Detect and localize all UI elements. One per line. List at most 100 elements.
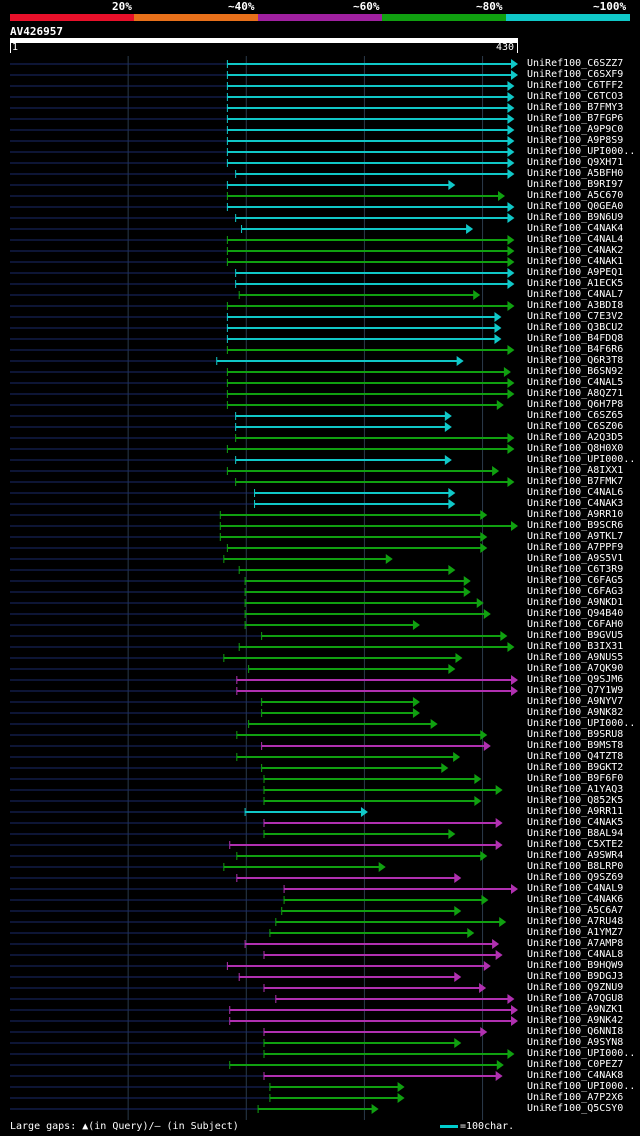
hit-label[interactable]: UniRef100_Q0GEA0 xyxy=(527,201,624,212)
hit-label[interactable]: UniRef100_A7QGU8 xyxy=(527,993,624,1004)
hit-label[interactable]: UniRef100_Q4TZT8 xyxy=(527,751,624,762)
hit-label[interactable]: UniRef100_C6T3R9 xyxy=(527,564,624,575)
hit-label[interactable]: UniRef100_A9S5V1 xyxy=(527,553,624,564)
hit-row xyxy=(10,642,515,652)
hit-label[interactable]: UniRef100_C4NAK2 xyxy=(527,245,624,256)
hit-label[interactable]: UniRef100_B8AL94 xyxy=(527,828,624,839)
hit-label[interactable]: UniRef100_Q7Y1W9 xyxy=(527,685,624,696)
hit-label[interactable]: UniRef100_UPI000.. xyxy=(527,146,636,157)
hit-label[interactable]: UniRef100_A9NK42 xyxy=(527,1015,624,1026)
hit-label[interactable]: UniRef100_A9P8S9 xyxy=(527,135,624,146)
hit-label[interactable]: UniRef100_C4NAL6 xyxy=(527,487,624,498)
hit-label[interactable]: UniRef100_A8QZ71 xyxy=(527,388,624,399)
hit-label[interactable]: UniRef100_A5C670 xyxy=(527,190,624,201)
hit-label[interactable]: UniRef100_C6SZ65 xyxy=(527,410,624,421)
hit-label[interactable]: UniRef100_Q9SZ69 xyxy=(527,872,624,883)
hit-label[interactable]: UniRef100_C6SZZ7 xyxy=(527,58,624,69)
hit-label[interactable]: UniRef100_A9NZK1 xyxy=(527,1004,624,1015)
hit-label[interactable]: UniRef100_UPI000.. xyxy=(527,454,636,465)
hit-label[interactable]: UniRef100_A7P2X6 xyxy=(527,1092,624,1103)
hit-label[interactable]: UniRef100_B9SCR6 xyxy=(527,520,624,531)
hit-label[interactable]: UniRef100_A9TKL7 xyxy=(527,531,624,542)
hit-label[interactable]: UniRef100_C6FAG5 xyxy=(527,575,624,586)
hit-label[interactable]: UniRef100_A9NYV7 xyxy=(527,696,624,707)
hit-label[interactable]: UniRef100_A8IXX1 xyxy=(527,465,624,476)
hit-end-arrow xyxy=(385,554,393,564)
hit-label[interactable]: UniRef100_B9HQW9 xyxy=(527,960,624,971)
hit-label[interactable]: UniRef100_C6TFF2 xyxy=(527,80,624,91)
hit-label[interactable]: UniRef100_UPI000.. xyxy=(527,718,636,729)
hit-label[interactable]: UniRef100_A2Q3D5 xyxy=(527,432,624,443)
hit-label[interactable]: UniRef100_Q8H0X0 xyxy=(527,443,624,454)
hit-label[interactable]: UniRef100_A7RU48 xyxy=(527,916,624,927)
hit-row xyxy=(10,961,491,971)
hit-label[interactable]: UniRef100_B9SRU8 xyxy=(527,729,624,740)
hit-label[interactable]: UniRef100_C5XTE2 xyxy=(527,839,624,850)
hit-label[interactable]: UniRef100_A3BDI8 xyxy=(527,300,624,311)
hit-label[interactable]: UniRef100_A9RR11 xyxy=(527,806,624,817)
hit-label[interactable]: UniRef100_C0PEZ7 xyxy=(527,1059,624,1070)
hit-label[interactable]: UniRef100_C6SXF9 xyxy=(527,69,624,80)
hit-label[interactable]: UniRef100_B7FMY3 xyxy=(527,102,624,113)
hit-label[interactable]: UniRef100_B3IX31 xyxy=(527,641,624,652)
hit-label[interactable]: UniRef100_A9NK82 xyxy=(527,707,624,718)
hit-label[interactable]: UniRef100_A5BFH0 xyxy=(527,168,624,179)
hit-label[interactable]: UniRef100_Q5CSY0 xyxy=(527,1103,624,1114)
hit-label[interactable]: UniRef100_B9N6U9 xyxy=(527,212,624,223)
hit-label[interactable]: UniRef100_A1ECK5 xyxy=(527,278,624,289)
hit-label[interactable]: UniRef100_C4NAK1 xyxy=(527,256,624,267)
hit-label[interactable]: UniRef100_Q6NNI8 xyxy=(527,1026,624,1037)
hit-label[interactable]: UniRef100_B9RI97 xyxy=(527,179,624,190)
hit-label[interactable]: UniRef100_Q9XH71 xyxy=(527,157,624,168)
hit-label[interactable]: UniRef100_Q3BCU2 xyxy=(527,322,624,333)
hit-label[interactable]: UniRef100_B7FMK7 xyxy=(527,476,624,487)
hit-label[interactable]: UniRef100_Q94B40 xyxy=(527,608,624,619)
hit-label[interactable]: UniRef100_C7E3V2 xyxy=(527,311,624,322)
hit-label[interactable]: UniRef100_A5C6A7 xyxy=(527,905,624,916)
hit-label[interactable]: UniRef100_A1YMZ7 xyxy=(527,927,624,938)
hit-label[interactable]: UniRef100_A9SYN8 xyxy=(527,1037,624,1048)
hit-label[interactable]: UniRef100_Q9ZNU9 xyxy=(527,982,624,993)
hit-label[interactable]: UniRef100_C6SZ06 xyxy=(527,421,624,432)
hit-label[interactable]: UniRef100_B9DGJ3 xyxy=(527,971,624,982)
hit-label[interactable]: UniRef100_Q852K5 xyxy=(527,795,624,806)
hit-label[interactable]: UniRef100_C4NAK6 xyxy=(527,894,624,905)
hit-label[interactable]: UniRef100_B4FDQ8 xyxy=(527,333,624,344)
hit-label[interactable]: UniRef100_A9P9C0 xyxy=(527,124,624,135)
hit-label[interactable]: UniRef100_A9SWR4 xyxy=(527,850,624,861)
hit-label[interactable]: UniRef100_A9NUS5 xyxy=(527,652,624,663)
hit-label[interactable]: UniRef100_Q6R3T8 xyxy=(527,355,624,366)
hit-label[interactable]: UniRef100_B4F6R6 xyxy=(527,344,624,355)
hit-label[interactable]: UniRef100_A7QK90 xyxy=(527,663,624,674)
hit-label[interactable]: UniRef100_Q9SJM6 xyxy=(527,674,624,685)
hit-label[interactable]: UniRef100_C4NAK5 xyxy=(527,817,624,828)
hit-row xyxy=(10,664,456,674)
hit-label[interactable]: UniRef100_B8LRP0 xyxy=(527,861,624,872)
hit-label[interactable]: UniRef100_C6FAG3 xyxy=(527,586,624,597)
hit-label[interactable]: UniRef100_B6SN92 xyxy=(527,366,624,377)
hit-label[interactable]: UniRef100_C4NAK4 xyxy=(527,223,624,234)
hit-label[interactable]: UniRef100_B9MST8 xyxy=(527,740,624,751)
hit-label[interactable]: UniRef100_A7PPF9 xyxy=(527,542,624,553)
hit-label[interactable]: UniRef100_B9GKT2 xyxy=(527,762,624,773)
hit-label[interactable]: UniRef100_C6TCO3 xyxy=(527,91,624,102)
hit-label[interactable]: UniRef100_A9NKD1 xyxy=(527,597,624,608)
hit-label[interactable]: UniRef100_A1YAQ3 xyxy=(527,784,624,795)
hit-label[interactable]: UniRef100_C4NAL5 xyxy=(527,377,624,388)
hit-label[interactable]: UniRef100_C4NAK3 xyxy=(527,498,624,509)
hit-label[interactable]: UniRef100_UPI000.. xyxy=(527,1048,636,1059)
hit-label[interactable]: UniRef100_B9F6F0 xyxy=(527,773,624,784)
hit-label[interactable]: UniRef100_C4NAL7 xyxy=(527,289,624,300)
hit-label[interactable]: UniRef100_C4NAL9 xyxy=(527,883,624,894)
hit-label[interactable]: UniRef100_C6FAH0 xyxy=(527,619,624,630)
hit-label[interactable]: UniRef100_A9RR10 xyxy=(527,509,624,520)
hit-label[interactable]: UniRef100_A7AMP8 xyxy=(527,938,624,949)
hit-label[interactable]: UniRef100_B9GVU5 xyxy=(527,630,624,641)
hit-label[interactable]: UniRef100_C4NAK8 xyxy=(527,1070,624,1081)
hit-label[interactable]: UniRef100_Q6H7P8 xyxy=(527,399,624,410)
hit-label[interactable]: UniRef100_B7FGP6 xyxy=(527,113,624,124)
hit-label[interactable]: UniRef100_C4NAL8 xyxy=(527,949,624,960)
hit-label[interactable]: UniRef100_A9PEQ1 xyxy=(527,267,624,278)
hit-label[interactable]: UniRef100_UPI000.. xyxy=(527,1081,636,1092)
hit-label[interactable]: UniRef100_C4NAL4 xyxy=(527,234,624,245)
